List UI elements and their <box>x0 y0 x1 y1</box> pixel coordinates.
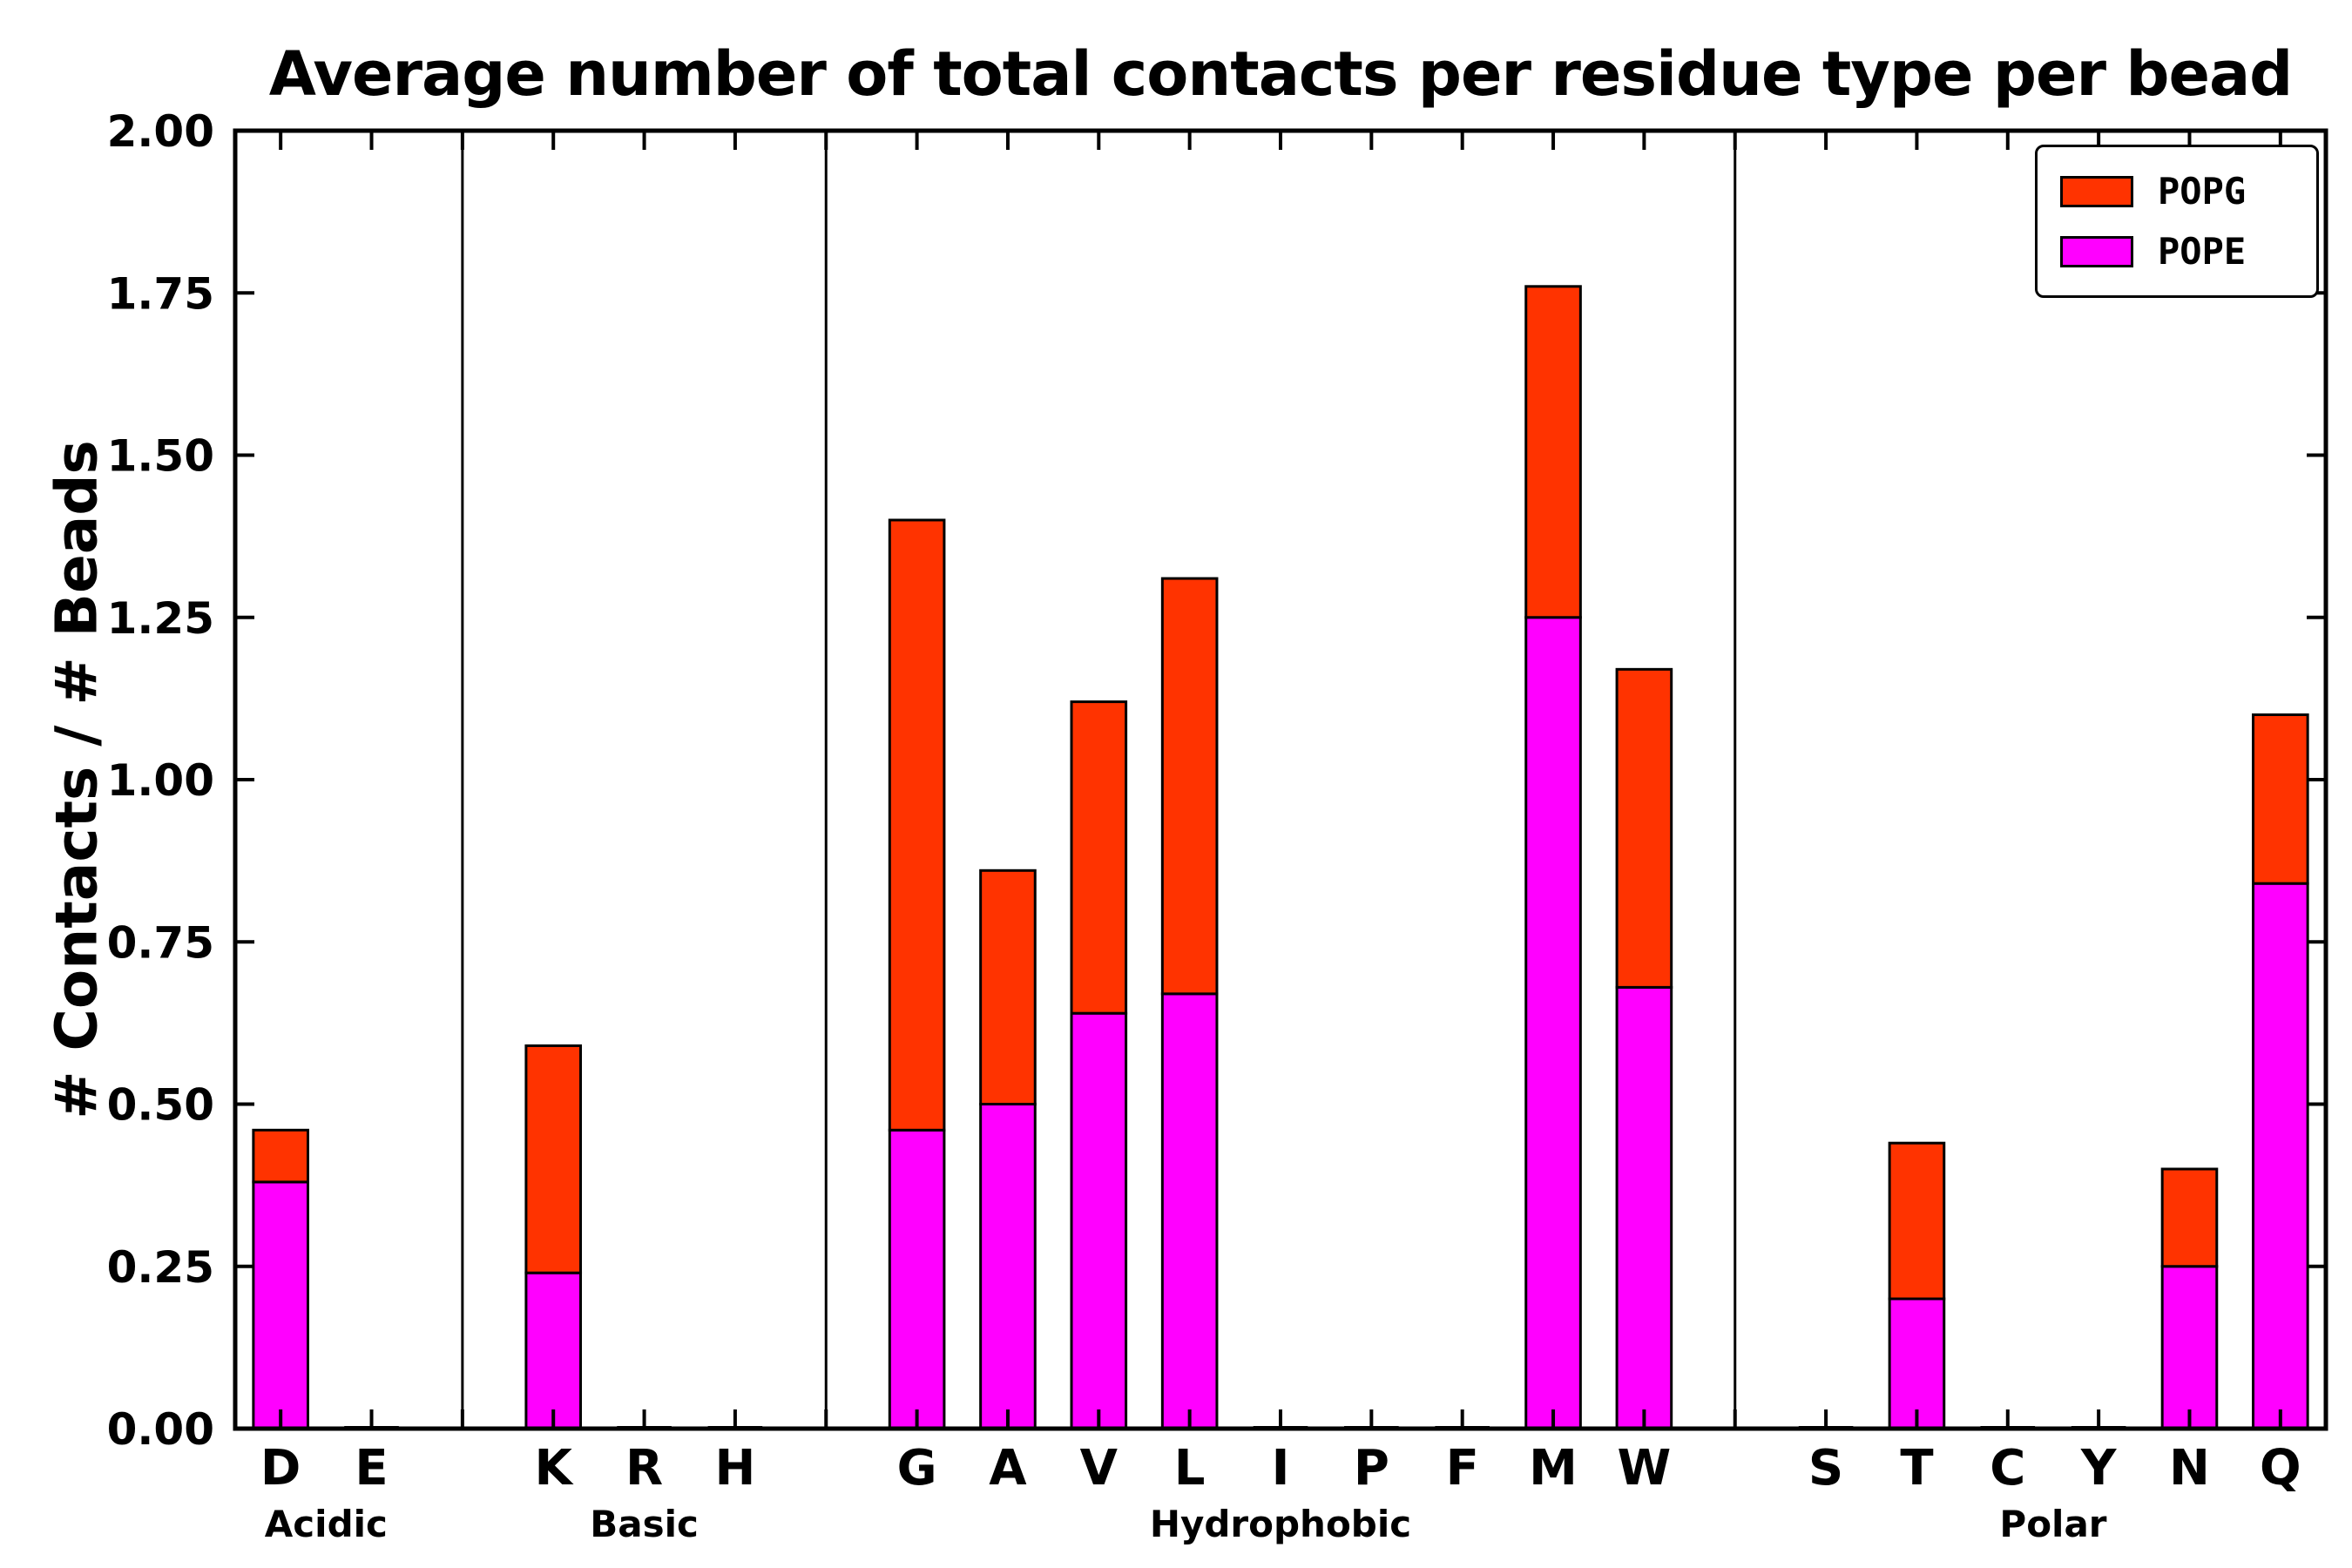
bar-pope-Q <box>2252 882 2309 1430</box>
group-label-acidic: Acidic <box>265 1503 388 1545</box>
ytick-label-1.00: 1.00 <box>107 755 214 806</box>
xtick-label-P: P <box>1354 1440 1389 1497</box>
xtick-label-E: E <box>355 1440 388 1497</box>
ytick-label-1.75: 1.75 <box>107 268 214 319</box>
legend-label-pope: POPE <box>2158 230 2247 273</box>
xtick-label-T: T <box>1900 1440 1933 1497</box>
bar-popg-Q <box>2252 713 2309 885</box>
bar-pope-V <box>1070 1011 1128 1430</box>
ytick-label-0.50: 0.50 <box>107 1080 214 1131</box>
xtick-label-D: D <box>260 1440 301 1497</box>
xtick-label-M: M <box>1529 1440 1578 1497</box>
ytick-label-1.50: 1.50 <box>107 431 214 482</box>
bar-pope-N <box>2160 1265 2219 1430</box>
chart-title: Average number of total contacts per res… <box>268 38 2294 110</box>
xtick-label-A: A <box>989 1440 1027 1497</box>
bar-popg-W <box>1615 667 1673 989</box>
ytick-label-0.00: 0.00 <box>107 1404 214 1455</box>
legend-label-popg: POPG <box>2158 170 2247 213</box>
legend: POPG POPE <box>2035 145 2319 298</box>
xtick-label-H: H <box>714 1440 755 1497</box>
bar-popg-N <box>2160 1167 2219 1268</box>
bar-popg-V <box>1070 700 1128 1015</box>
bar-pope-T <box>1888 1297 1946 1430</box>
legend-item-pope: POPE <box>2038 221 2316 281</box>
bar-popg-T <box>1888 1141 1946 1301</box>
xtick-label-L: L <box>1174 1440 1206 1497</box>
xtick-label-Y: Y <box>2080 1440 2118 1497</box>
xtick-label-Q: Q <box>2260 1440 2301 1497</box>
ytick-label-2.00: 2.00 <box>107 106 214 157</box>
group-label-hydrophobic: Hydrophobic <box>1150 1503 1411 1545</box>
xtick-label-F: F <box>1446 1440 1479 1497</box>
bar-popg-D <box>252 1128 309 1184</box>
legend-swatch-pope <box>2060 235 2133 267</box>
xtick-label-I: I <box>1272 1440 1290 1497</box>
bar-popg-K <box>524 1044 583 1274</box>
xtick-label-V: V <box>1080 1440 1119 1497</box>
group-label-polar: Polar <box>1999 1503 2106 1545</box>
bar-popg-A <box>979 868 1037 1105</box>
bar-pope-W <box>1615 985 1673 1430</box>
legend-item-popg: POPG <box>2038 161 2316 221</box>
xtick-label-K: K <box>535 1440 575 1497</box>
bar-pope-K <box>524 1271 583 1430</box>
xtick-label-S: S <box>1808 1440 1843 1497</box>
bar-pope-L <box>1160 992 1219 1430</box>
xtick-label-C: C <box>1990 1440 2025 1497</box>
bar-pope-A <box>979 1103 1037 1430</box>
bar-popg-L <box>1160 577 1219 996</box>
bar-pope-D <box>252 1180 309 1430</box>
xtick-label-R: R <box>625 1440 663 1497</box>
ytick-label-0.25: 0.25 <box>107 1242 214 1293</box>
xtick-label-G: G <box>897 1440 937 1497</box>
bar-popg-M <box>1524 285 1582 619</box>
ytick-label-1.25: 1.25 <box>107 593 214 644</box>
ytick-label-0.75: 0.75 <box>107 917 214 968</box>
group-label-basic: Basic <box>590 1503 699 1545</box>
legend-swatch-popg <box>2060 175 2133 207</box>
xtick-label-N: N <box>2169 1440 2210 1497</box>
bar-pope-G <box>888 1128 946 1430</box>
bar-pope-M <box>1524 616 1582 1430</box>
y-axis-label: # Contacts / # Beads <box>43 440 111 1119</box>
bar-popg-G <box>888 518 946 1132</box>
xtick-label-W: W <box>1618 1440 1672 1497</box>
